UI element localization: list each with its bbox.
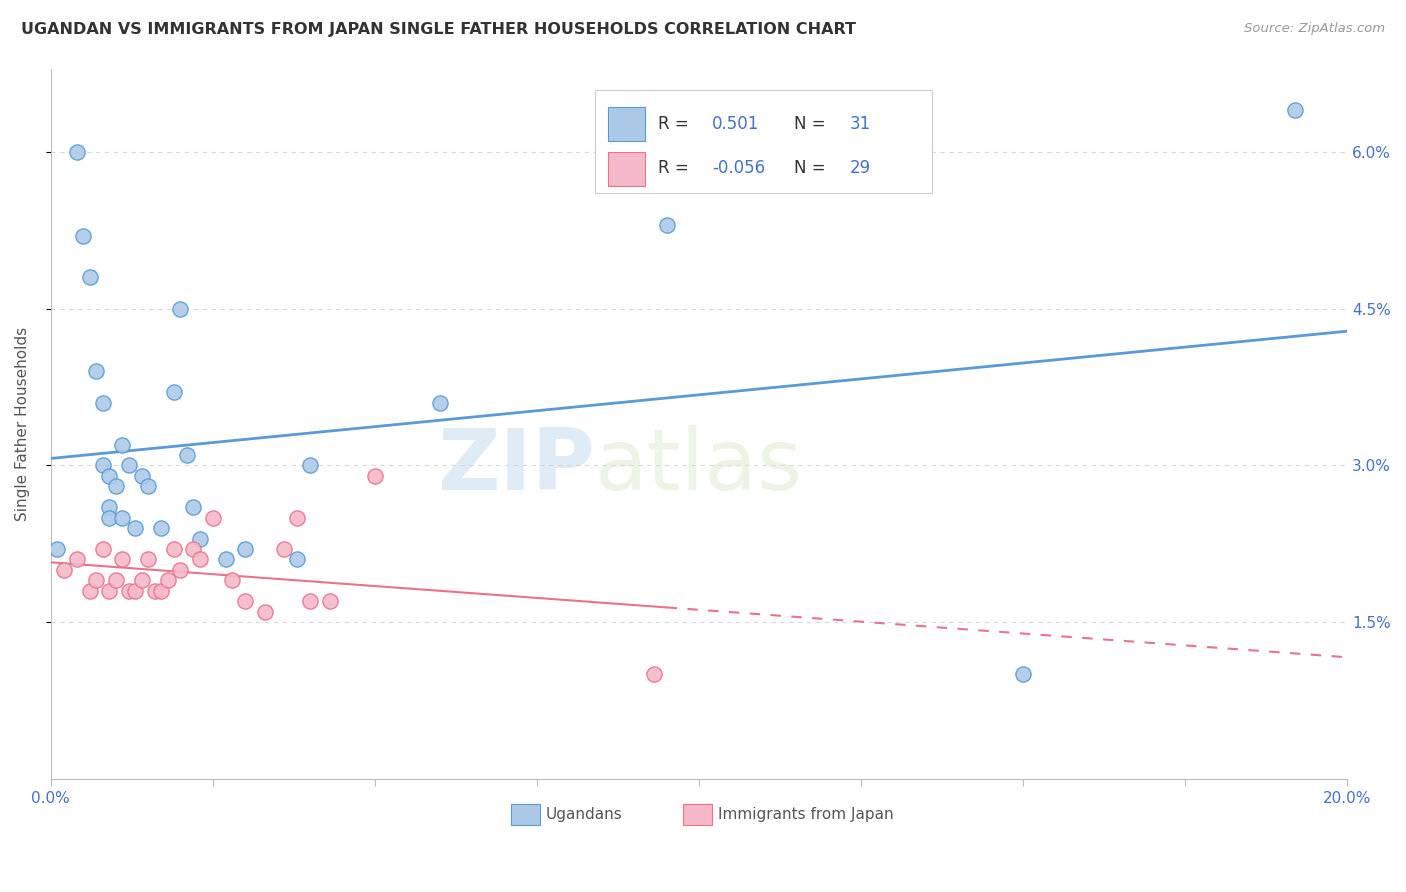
- Point: [131, 574, 153, 588]
- Text: R =: R =: [658, 159, 693, 177]
- Point: [233, 542, 256, 557]
- Point: [136, 552, 159, 566]
- Point: [111, 437, 134, 451]
- Text: Immigrants from Japan: Immigrants from Japan: [718, 807, 894, 822]
- Text: 31: 31: [849, 115, 870, 133]
- Text: Source: ZipAtlas.com: Source: ZipAtlas.com: [1244, 22, 1385, 36]
- Point: [91, 542, 114, 557]
- Point: [150, 583, 173, 598]
- Point: [98, 583, 121, 598]
- Point: [429, 396, 451, 410]
- Text: R =: R =: [658, 115, 693, 133]
- Point: [117, 583, 139, 598]
- Point: [98, 500, 121, 515]
- Bar: [510, 804, 540, 825]
- Text: N =: N =: [794, 115, 831, 133]
- Point: [1012, 667, 1035, 681]
- Text: UGANDAN VS IMMIGRANTS FROM JAPAN SINGLE FATHER HOUSEHOLDS CORRELATION CHART: UGANDAN VS IMMIGRANTS FROM JAPAN SINGLE …: [21, 22, 856, 37]
- Point: [79, 270, 101, 285]
- Point: [169, 301, 191, 316]
- Point: [111, 552, 134, 566]
- Text: -0.056: -0.056: [711, 159, 765, 177]
- Point: [91, 458, 114, 473]
- Point: [66, 145, 89, 160]
- Point: [1284, 103, 1306, 118]
- Point: [104, 479, 127, 493]
- Point: [104, 574, 127, 588]
- Point: [201, 510, 224, 524]
- Point: [364, 469, 387, 483]
- Point: [124, 583, 146, 598]
- Y-axis label: Single Father Households: Single Father Households: [15, 326, 30, 521]
- Bar: [609, 107, 644, 141]
- Point: [273, 542, 295, 557]
- Bar: [609, 152, 644, 186]
- Text: N =: N =: [794, 159, 831, 177]
- Point: [98, 510, 121, 524]
- Point: [124, 521, 146, 535]
- Point: [285, 552, 308, 566]
- Point: [188, 552, 211, 566]
- Point: [299, 594, 322, 608]
- Point: [79, 583, 101, 598]
- Point: [52, 563, 75, 577]
- Point: [285, 510, 308, 524]
- Point: [221, 574, 243, 588]
- Point: [299, 458, 322, 473]
- Point: [176, 448, 198, 462]
- Point: [143, 583, 166, 598]
- Point: [91, 396, 114, 410]
- Point: [156, 574, 179, 588]
- Point: [655, 218, 678, 232]
- Text: atlas: atlas: [595, 425, 803, 508]
- Point: [117, 458, 139, 473]
- Point: [150, 521, 173, 535]
- Point: [643, 667, 665, 681]
- Point: [183, 500, 205, 515]
- Point: [183, 542, 205, 557]
- Point: [66, 552, 89, 566]
- Point: [131, 469, 153, 483]
- Text: ZIP: ZIP: [437, 425, 595, 508]
- Text: 29: 29: [849, 159, 870, 177]
- Bar: [683, 804, 711, 825]
- Point: [318, 594, 340, 608]
- Text: Ugandans: Ugandans: [546, 807, 623, 822]
- Point: [84, 364, 107, 378]
- Point: [84, 574, 107, 588]
- Point: [188, 532, 211, 546]
- Point: [253, 605, 276, 619]
- Point: [111, 510, 134, 524]
- Point: [233, 594, 256, 608]
- Point: [98, 469, 121, 483]
- Text: 0.501: 0.501: [711, 115, 759, 133]
- Point: [72, 228, 94, 243]
- Point: [46, 542, 69, 557]
- Point: [215, 552, 238, 566]
- Point: [163, 385, 186, 400]
- FancyBboxPatch shape: [595, 90, 932, 193]
- Point: [136, 479, 159, 493]
- Point: [169, 563, 191, 577]
- Point: [163, 542, 186, 557]
